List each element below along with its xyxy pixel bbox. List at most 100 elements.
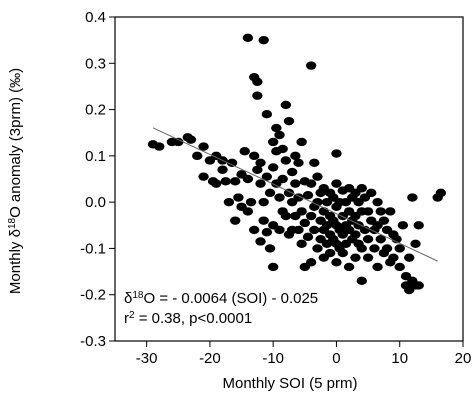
data-point (372, 197, 383, 207)
data-point (261, 228, 273, 237)
y-tick-label: 0.4 (85, 9, 106, 26)
data-point (261, 172, 273, 181)
regression-line-group (152, 127, 438, 262)
data-point (154, 142, 165, 151)
data-point (173, 137, 184, 147)
data-point (394, 244, 405, 253)
data-point (305, 61, 317, 70)
data-point (252, 77, 263, 87)
data-point (366, 188, 377, 198)
data-point (312, 197, 323, 207)
data-point (198, 142, 209, 151)
data-point (255, 179, 266, 188)
data-point (264, 188, 276, 198)
data-point (296, 239, 307, 248)
data-point (350, 253, 361, 262)
data-point (277, 174, 288, 184)
data-point (226, 158, 238, 167)
data-point (296, 137, 307, 147)
data-point (343, 262, 355, 272)
y-tick-label: 0.0 (85, 194, 106, 211)
data-point (274, 130, 285, 140)
data-point (350, 230, 361, 239)
data-point (249, 151, 260, 161)
data-point (407, 193, 418, 202)
x-tick-label: 0 (332, 350, 340, 367)
data-point (258, 216, 269, 225)
data-point (356, 184, 367, 193)
data-point (372, 262, 383, 272)
data-point (258, 197, 269, 207)
data-point (435, 188, 447, 198)
data-point (293, 225, 304, 235)
data-point (356, 244, 367, 253)
data-point (258, 35, 269, 45)
x-tick-label: -10 (262, 350, 284, 367)
data-point (192, 151, 203, 161)
x-axis-ticks: -30 -20 -10 0 10 20 (136, 341, 471, 367)
data-point (375, 207, 386, 216)
equation-sup: 18 (132, 290, 144, 301)
data-point (255, 237, 266, 246)
y-axis-label-prefix: Monthly (7, 237, 24, 294)
data-point (388, 253, 399, 262)
data-point (255, 158, 266, 167)
y-tick-label: 0.3 (85, 55, 106, 72)
data-point (274, 225, 285, 235)
data-point (331, 179, 342, 188)
data-point (242, 207, 254, 216)
data-point (309, 158, 320, 167)
data-point (242, 174, 254, 184)
data-point (331, 149, 342, 158)
data-point (293, 158, 304, 167)
y-axis-label-delta: δ (7, 229, 24, 237)
data-point (375, 234, 386, 244)
data-point (331, 258, 342, 267)
data-point (280, 100, 292, 110)
y-tick-label: -0.3 (80, 333, 106, 350)
data-point (211, 179, 222, 188)
data-point (369, 244, 380, 253)
regression-equation: δ18O = - 0.0064 (SOI) - 0.025 (124, 290, 318, 308)
data-point (267, 137, 279, 147)
data-point (217, 165, 228, 174)
data-point (198, 172, 209, 181)
x-tick-label: -20 (199, 350, 221, 367)
data-point (299, 218, 311, 228)
data-point (252, 165, 263, 174)
data-point (277, 144, 288, 154)
data-point (293, 193, 304, 202)
equation-rest: O = - 0.0064 (SOI) - 0.025 (143, 290, 318, 307)
data-point (290, 179, 301, 188)
data-point (271, 123, 282, 133)
y-axis-label-suffix: O anomaly (3prm) (‰) (7, 68, 24, 218)
x-tick-label: 10 (391, 350, 408, 367)
data-point (305, 211, 317, 221)
data-point (220, 177, 231, 186)
data-point (356, 276, 367, 286)
data-point (283, 116, 295, 126)
data-point (312, 244, 323, 253)
data-point (296, 207, 307, 216)
data-point (305, 258, 317, 267)
data-point (404, 253, 415, 262)
data-point (267, 163, 279, 172)
data-point (252, 91, 263, 100)
data-point (233, 193, 244, 202)
x-tick-label: -30 (136, 350, 158, 367)
data-point (230, 177, 241, 186)
data-point (267, 262, 279, 272)
y-axis-ticks: -0.3 -0.2 -0.1 0.0 0.1 0.2 0.3 0.4 (80, 9, 115, 350)
plot-frame (114, 16, 464, 342)
data-point (385, 207, 396, 216)
data-point (362, 207, 374, 216)
data-point (397, 221, 409, 230)
regression-stats: r2 = 0.38, p<0.0001 (124, 310, 252, 328)
regression-line (152, 127, 438, 262)
data-point (324, 248, 336, 258)
data-point (410, 239, 421, 248)
data-point (280, 211, 292, 221)
data-point (391, 234, 402, 244)
data-point (230, 216, 241, 225)
